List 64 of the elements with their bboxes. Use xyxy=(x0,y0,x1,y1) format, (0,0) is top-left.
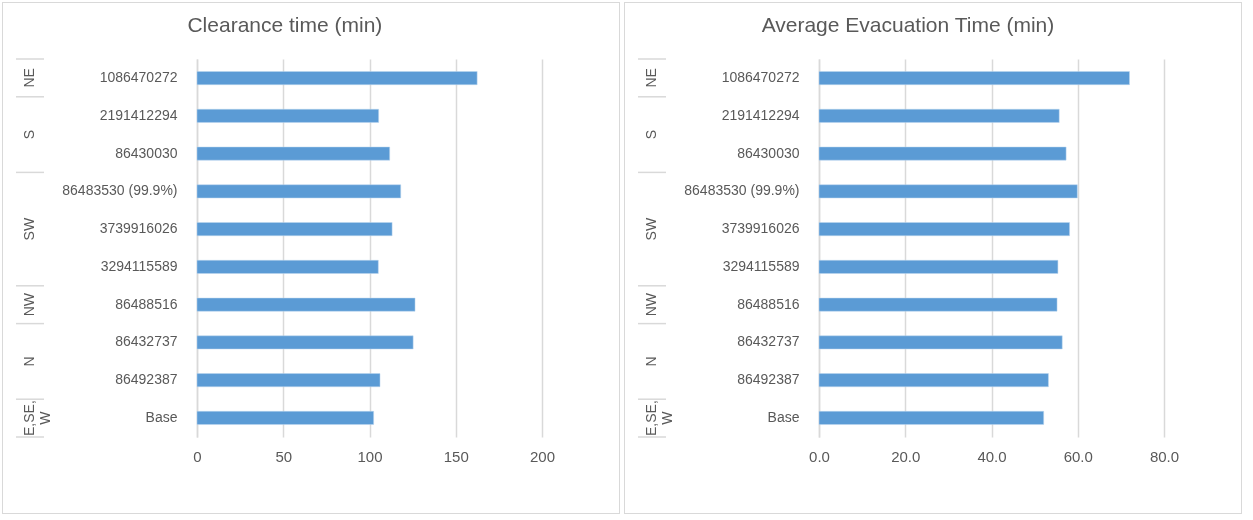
y-tick-label: 1086470272 xyxy=(99,69,178,86)
y-tick-label: 1086470272 xyxy=(721,69,800,86)
text: NW xyxy=(643,292,659,317)
bar xyxy=(196,222,393,236)
text: S xyxy=(21,129,37,140)
y-tick-label: 3294115589 xyxy=(722,257,800,274)
x-tick-label: 80.0 xyxy=(1149,447,1180,465)
text: E,SE, W xyxy=(21,400,53,436)
bar xyxy=(196,260,379,274)
bar xyxy=(196,71,478,85)
bar xyxy=(818,71,1130,85)
x-tick-label: 60.0 xyxy=(1063,447,1093,465)
y-tick-label: 3739916026 xyxy=(721,220,800,237)
y-tick-label: 86492387 xyxy=(115,371,178,388)
text: N xyxy=(643,356,659,367)
y-tick-label: 3739916026 xyxy=(99,220,178,237)
bar xyxy=(818,184,1078,199)
text: SW xyxy=(21,217,37,241)
bar xyxy=(818,108,1060,123)
bar xyxy=(818,411,1044,425)
chart-title: Average Evacuation Time (min) xyxy=(761,13,1055,37)
y-tick-label: 2191412294 xyxy=(721,106,800,123)
y-tick-label: 3294115589 xyxy=(100,257,178,274)
y-tick-label: 86492387 xyxy=(737,371,800,388)
y-tick-label: 86488516 xyxy=(115,295,178,312)
bar xyxy=(818,335,1063,350)
text: NE xyxy=(21,68,37,88)
bar xyxy=(196,184,401,199)
y-tick-label: 86483530 (99.9%) xyxy=(62,182,178,199)
bar xyxy=(196,335,414,350)
x-tick-label: 40.0 xyxy=(977,447,1007,465)
bar xyxy=(196,108,379,123)
x-tick-label: 150 xyxy=(443,447,469,465)
bar xyxy=(818,222,1070,236)
text: N xyxy=(21,356,37,367)
text: S xyxy=(643,129,659,140)
y-tick-label: Base xyxy=(145,408,178,425)
x-tick-label: 0 xyxy=(193,447,202,465)
x-tick-label: 200 xyxy=(529,447,556,465)
bar xyxy=(818,373,1049,388)
bar xyxy=(818,297,1058,312)
bar xyxy=(196,146,390,161)
x-tick-label: 50 xyxy=(275,447,293,465)
x-tick-label: 0.0 xyxy=(809,447,830,465)
y-tick-label: Base xyxy=(767,408,800,425)
bar xyxy=(196,373,381,388)
y-tick-label: 86432737 xyxy=(115,333,178,350)
bar xyxy=(196,297,416,312)
y-tick-label: 86430030 xyxy=(737,144,800,161)
y-tick-label: 86483530 (99.9%) xyxy=(684,182,800,199)
y-tick-label: 2191412294 xyxy=(99,106,178,123)
text: SW xyxy=(643,217,659,241)
y-tick-label: 86432737 xyxy=(737,333,800,350)
chart-title: Clearance time (min) xyxy=(187,13,383,37)
bar xyxy=(196,411,374,425)
text: NE xyxy=(643,68,659,88)
bar xyxy=(818,146,1067,161)
x-tick-label: 100 xyxy=(357,447,383,465)
text: NW xyxy=(21,292,37,317)
y-tick-label: 86430030 xyxy=(115,144,178,161)
x-tick-label: 20.0 xyxy=(891,447,921,465)
text: E,SE, W xyxy=(643,400,675,436)
bar xyxy=(818,260,1059,274)
y-tick-label: 86488516 xyxy=(737,295,800,312)
